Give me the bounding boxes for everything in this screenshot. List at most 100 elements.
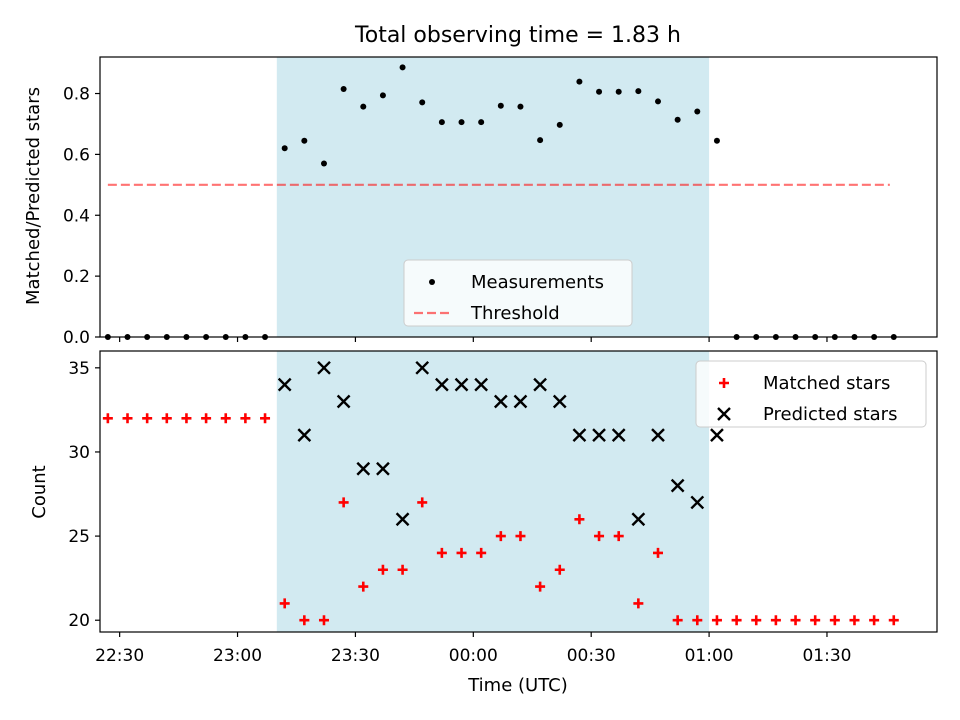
- measurement-point: [340, 85, 347, 92]
- matched-star-point: [554, 564, 565, 575]
- y-tick-label: 30: [68, 443, 90, 463]
- matched-star-point: [594, 531, 605, 542]
- matched-star-point: [790, 615, 801, 626]
- matched-star-point: [142, 413, 153, 424]
- measurement-point: [713, 137, 720, 144]
- legend-label: Measurements: [471, 272, 604, 293]
- legend-box: [695, 360, 927, 428]
- predicted-star-point: [631, 512, 646, 527]
- top-y-axis-label: Matched/Predicted stars: [23, 87, 44, 305]
- matched-star-point: [260, 413, 271, 424]
- chart-title: Total observing time = 1.83 h: [354, 23, 681, 48]
- measurement-point: [281, 145, 288, 152]
- matched-star-point: [849, 615, 860, 626]
- legend-measurements-marker: [429, 279, 435, 285]
- x-tick-label: 23:00: [213, 646, 262, 666]
- y-tick-label: 0.0: [63, 328, 90, 348]
- matched-star-point: [318, 615, 329, 626]
- matched-star-point: [711, 615, 722, 626]
- matched-star-point: [731, 615, 742, 626]
- measurement-point: [320, 160, 327, 167]
- matched-star-point: [377, 564, 388, 575]
- measurement-point: [497, 102, 504, 109]
- matched-star-point: [869, 615, 880, 626]
- matched-star-point: [653, 547, 663, 558]
- x-axis-label: Time (UTC): [467, 675, 568, 696]
- bottom-y-axis-label: Count: [29, 465, 50, 518]
- matched-star-point: [417, 497, 428, 508]
- matched-star-point: [515, 531, 526, 542]
- matched-star-point: [810, 615, 821, 626]
- predicted-star-point: [474, 377, 489, 392]
- predicted-star-point: [493, 394, 508, 409]
- predicted-star-point: [533, 377, 547, 392]
- x-tick-label: 00:30: [567, 646, 616, 666]
- legend-label: Predicted stars: [763, 404, 897, 425]
- predicted-star-point: [376, 461, 390, 476]
- x-tick-label: 22:30: [95, 646, 144, 666]
- x-tick-label: 01:00: [685, 646, 734, 666]
- y-tick-label: 0.2: [63, 267, 90, 287]
- measurement-point: [478, 119, 485, 126]
- matched-star-point: [574, 514, 585, 525]
- matched-star-point: [672, 615, 683, 626]
- x-tick-label: 01:30: [802, 646, 851, 666]
- matched-star-point: [338, 497, 349, 508]
- predicted-star-point: [611, 428, 626, 442]
- predicted-star-point: [513, 394, 528, 409]
- y-tick-label: 35: [68, 359, 90, 379]
- top-panel: 0.0 0.2 0.4 0.6 0.8 Measurements Threshold: [63, 56, 938, 348]
- axes-frame: [99, 350, 938, 633]
- measurement-point: [576, 78, 583, 85]
- matched-star-point: [201, 413, 212, 424]
- measurement-point: [694, 108, 701, 115]
- matched-star-point: [122, 413, 133, 424]
- legend-label: Matched stars: [763, 373, 890, 394]
- matched-star-point: [181, 413, 192, 424]
- y-tick-label: 20: [68, 611, 90, 631]
- predicted-star-point: [395, 512, 410, 527]
- predicted-star-point: [435, 377, 449, 392]
- matched-star-point: [535, 581, 546, 592]
- matched-star-point: [829, 615, 840, 626]
- matched-star-point: [279, 598, 290, 609]
- matched-star-point: [495, 531, 506, 542]
- predicted-star-point: [277, 377, 292, 392]
- measurement-point: [635, 88, 642, 95]
- measurement-point: [458, 119, 465, 126]
- matched-star-point: [888, 615, 899, 626]
- predicted-star-point: [690, 495, 705, 510]
- x-tick-label: 00:00: [449, 646, 498, 666]
- predicted-star-point: [356, 461, 371, 476]
- legend-predicted-marker: [717, 407, 731, 421]
- predicted-star-point: [454, 377, 469, 392]
- legend: Matched stars Predicted stars: [695, 360, 927, 428]
- matched-star-point: [692, 615, 703, 626]
- measurement-point: [399, 64, 406, 71]
- matched-star-point: [751, 615, 762, 626]
- y-tick-label: 0.8: [63, 85, 90, 105]
- matched-star-point: [161, 413, 172, 424]
- matched-star-point: [299, 615, 310, 626]
- predicted-star-point: [710, 428, 724, 442]
- predicted-star-point: [592, 428, 606, 442]
- legend-label: Threshold: [470, 303, 560, 324]
- legend-matched-marker: [719, 378, 729, 388]
- y-tick-label: 0.6: [63, 145, 90, 165]
- measurement-point: [615, 88, 622, 95]
- predicted-star-point: [552, 394, 567, 409]
- predicted-star-point: [572, 428, 587, 442]
- legend-box: [403, 259, 633, 327]
- measurement-point: [419, 99, 426, 106]
- predicted-star-point: [336, 394, 351, 409]
- measurement-point: [301, 137, 308, 144]
- y-tick-label: 0.4: [63, 206, 90, 226]
- matched-star-point: [358, 581, 369, 592]
- measurement-point: [655, 98, 661, 105]
- matched-star-point: [240, 413, 251, 424]
- measurement-point: [537, 137, 544, 144]
- matched-star-point: [102, 413, 113, 424]
- predicted-star-point: [415, 360, 430, 375]
- predicted-star-point: [317, 360, 331, 375]
- matched-star-point: [613, 531, 624, 542]
